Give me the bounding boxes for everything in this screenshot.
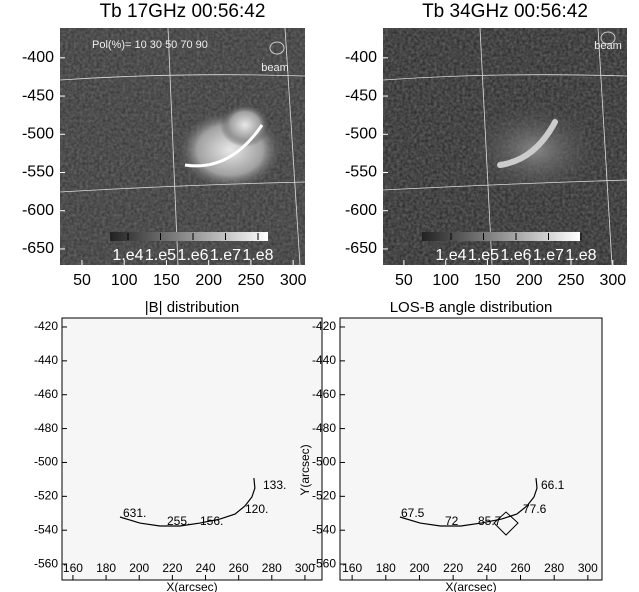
x-tick-label: 150 — [153, 272, 180, 289]
colorbar-label: 1.e4 — [112, 247, 143, 264]
x-tick-label: 250 — [238, 272, 265, 289]
y-tick-label: -650 — [345, 240, 377, 257]
x-axis-label: X(arcsec) — [166, 580, 217, 592]
y-tick-label: -420 — [312, 319, 336, 333]
y-tick-label: -450 — [345, 87, 377, 104]
y-tick-label: -650 — [22, 240, 54, 257]
colorbar-label: 1.e8 — [565, 247, 596, 264]
chart-title: |B| distribution — [145, 299, 240, 316]
plot-frame — [339, 317, 603, 581]
point-label: 255. — [167, 514, 190, 528]
point-label: 72 — [445, 514, 459, 528]
y-tick-label: -440 — [312, 353, 336, 367]
y-tick-label: -500 — [345, 125, 377, 142]
curve — [119, 477, 256, 527]
y-tick-label: -540 — [312, 522, 336, 536]
x-tick-label: 200 — [516, 272, 543, 289]
x-tick-label: 300 — [295, 561, 315, 575]
plot-frame — [61, 317, 323, 581]
x-tick-label: 220 — [443, 561, 463, 575]
point-label: 67.5 — [401, 506, 425, 520]
colorbar-label: 1.e7 — [210, 247, 241, 264]
x-tick-label: 220 — [162, 561, 182, 575]
image-17ghz — [59, 27, 306, 266]
x-tick-label: 50 — [395, 272, 413, 289]
y-tick-label: -550 — [22, 164, 54, 181]
x-tick-label: 200 — [129, 561, 149, 575]
annotation: beam — [594, 40, 622, 52]
point-label: 631. — [123, 506, 146, 520]
x-tick-label: 280 — [262, 561, 282, 575]
x-tick-label: 260 — [510, 561, 530, 575]
diamond-marker — [493, 511, 519, 536]
colorbar-label: 1.e4 — [435, 247, 466, 264]
y-axis-label: Y(arcsec) — [298, 444, 312, 495]
point-label: 156. — [200, 514, 223, 528]
annotation: beam — [261, 62, 289, 74]
y-tick-label: -420 — [34, 319, 58, 333]
chart-title: Tb 17GHz 00:56:42 — [100, 1, 266, 22]
x-tick-label: 150 — [474, 272, 501, 289]
colorbar-label: 1.e7 — [533, 247, 564, 264]
x-tick-label: 300 — [578, 561, 598, 575]
x-tick-label: 50 — [73, 272, 91, 289]
y-tick-label: -520 — [34, 489, 58, 503]
y-tick-label: -400 — [345, 49, 377, 66]
x-tick-label: 100 — [111, 272, 138, 289]
y-tick-label: -440 — [34, 353, 58, 367]
y-tick-label: -450 — [22, 87, 54, 104]
y-tick-label: -600 — [345, 202, 377, 219]
y-tick-label: -500 — [312, 455, 336, 469]
y-tick-label: -460 — [312, 387, 336, 401]
y-tick-label: -560 — [312, 556, 336, 570]
y-tick-label: -500 — [34, 455, 58, 469]
colorbar-label: 1.e5 — [145, 247, 176, 264]
x-tick-label: 200 — [195, 272, 222, 289]
colorbar-label: 1.e5 — [468, 247, 499, 264]
point-label: 85.7 — [478, 514, 502, 528]
x-tick-label: 160 — [342, 561, 362, 575]
x-tick-label: 250 — [558, 272, 585, 289]
chart-title: LOS-B angle distribution — [390, 299, 553, 316]
y-tick-label: -480 — [34, 421, 58, 435]
point-label: 120. — [245, 502, 268, 516]
colorbar-label: 1.e6 — [500, 247, 531, 264]
x-axis-label: X(arcsec) — [445, 580, 496, 592]
y-tick-label: -600 — [22, 202, 54, 219]
y-tick-label: -400 — [22, 49, 54, 66]
x-tick-label: 280 — [544, 561, 564, 575]
y-tick-label: -520 — [312, 489, 336, 503]
x-tick-label: 300 — [599, 272, 626, 289]
y-tick-label: -540 — [34, 522, 58, 536]
point-label: 77.6 — [523, 502, 547, 516]
x-tick-label: 260 — [229, 561, 249, 575]
curve — [399, 477, 538, 527]
point-label: 133. — [263, 478, 286, 492]
y-tick-label: -480 — [312, 421, 336, 435]
y-tick-label: -550 — [345, 164, 377, 181]
colorbar-label: 1.e6 — [177, 247, 208, 264]
x-tick-label: 300 — [280, 272, 307, 289]
colorbar-label: 1.e8 — [242, 247, 273, 264]
point-label: 66.1 — [541, 478, 565, 492]
x-tick-label: 240 — [477, 561, 497, 575]
x-tick-label: 100 — [432, 272, 459, 289]
x-tick-label: 180 — [96, 561, 116, 575]
x-tick-label: 180 — [376, 561, 396, 575]
x-tick-label: 240 — [195, 561, 215, 575]
x-tick-label: 200 — [409, 561, 429, 575]
image-34ghz — [382, 27, 628, 266]
y-tick-label: -460 — [34, 387, 58, 401]
x-tick-label: 160 — [63, 561, 83, 575]
y-tick-label: -560 — [34, 556, 58, 570]
y-tick-label: -500 — [22, 125, 54, 142]
chart-title: Tb 34GHz 00:56:42 — [422, 1, 588, 22]
annotation: Pol(%)= 10 30 50 70 90 — [92, 39, 208, 51]
